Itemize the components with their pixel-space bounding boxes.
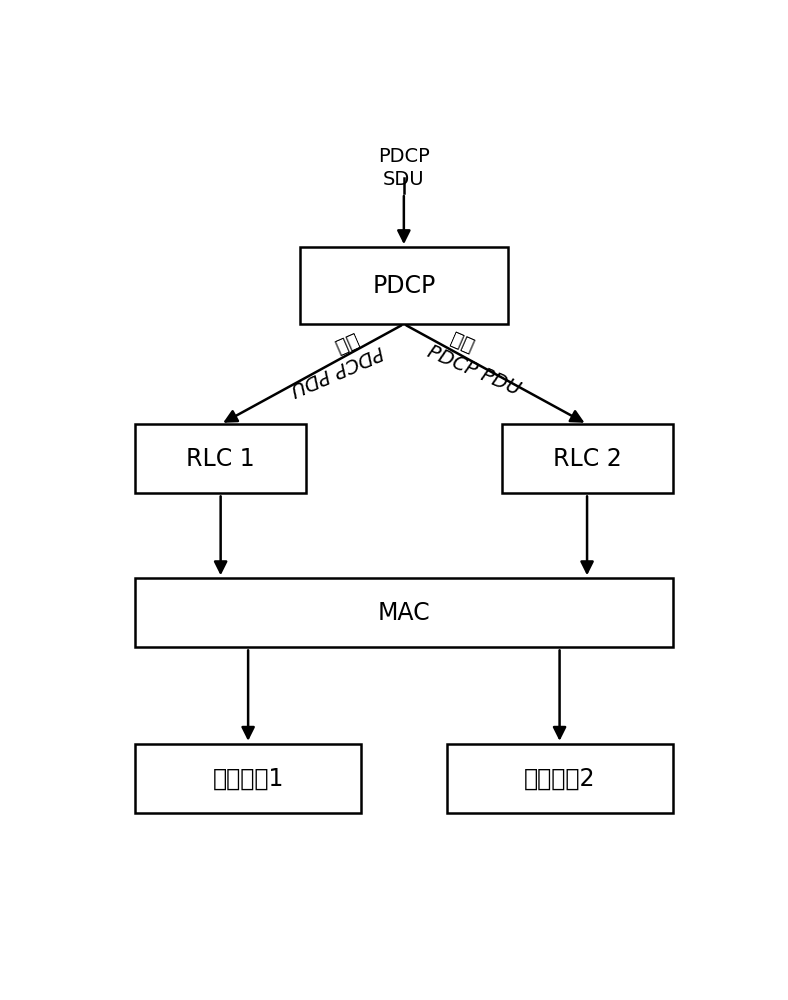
Text: PDCP PDU: PDCP PDU bbox=[288, 342, 386, 399]
Text: SDU: SDU bbox=[383, 170, 425, 189]
FancyBboxPatch shape bbox=[136, 744, 361, 813]
FancyBboxPatch shape bbox=[136, 578, 672, 647]
Text: RLC 1: RLC 1 bbox=[186, 447, 255, 471]
FancyBboxPatch shape bbox=[300, 247, 507, 324]
Text: PDCP: PDCP bbox=[378, 147, 429, 166]
FancyBboxPatch shape bbox=[447, 744, 672, 813]
Text: MAC: MAC bbox=[377, 601, 430, 625]
Text: 物理载波2: 物理载波2 bbox=[524, 766, 595, 790]
Text: 第一: 第一 bbox=[331, 330, 360, 357]
FancyBboxPatch shape bbox=[136, 424, 306, 493]
Text: PDCP: PDCP bbox=[372, 274, 436, 298]
Text: 物理载波1: 物理载波1 bbox=[213, 766, 284, 790]
Text: 第二: 第二 bbox=[448, 330, 477, 357]
Text: PDCP PDU: PDCP PDU bbox=[425, 342, 523, 399]
Text: RLC 2: RLC 2 bbox=[552, 447, 622, 471]
FancyBboxPatch shape bbox=[502, 424, 673, 493]
